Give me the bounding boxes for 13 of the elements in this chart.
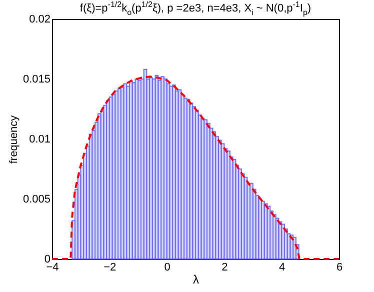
x-tick-label: 2 [222, 262, 228, 274]
x-axis-title: λ [193, 272, 199, 286]
x-tick-label: 4 [279, 262, 286, 274]
y-tick-label: 0.02 [29, 14, 50, 26]
line-series [51, 76, 340, 260]
x-tick-label: 6 [336, 262, 343, 274]
y-tick-label: 0.005 [22, 194, 50, 206]
y-tick-label: 0.015 [22, 74, 50, 86]
x-tick-label: −2 [104, 262, 116, 274]
x-tick-label: 0 [164, 262, 170, 274]
y-tick-label: 0.01 [29, 134, 50, 146]
chart-title: f(ξ)=p$^{-1/2}$k$_{o}$(p$^{1/2}$ξ), p =2e3, n=4e3, X$_{i}$ ~ N(0,p$^{-1}$I$_{p}$) [80, 0, 312, 17]
y-axis-title: frequency [8, 114, 20, 164]
